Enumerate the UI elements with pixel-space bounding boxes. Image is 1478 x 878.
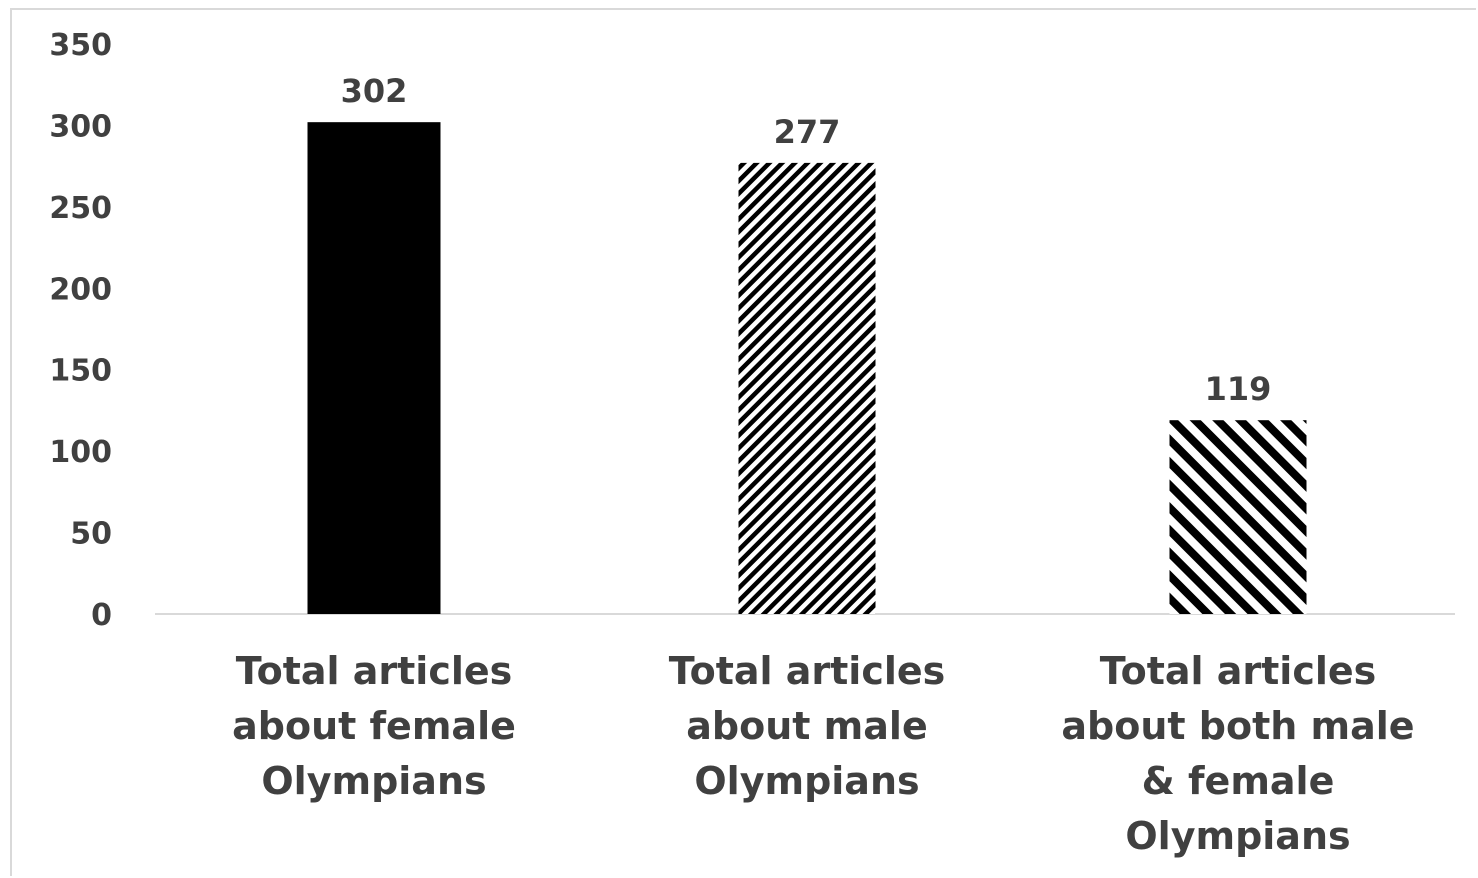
y-axis-ticks: 0 50 100 150 200 250 300 350 (49, 28, 112, 633)
bar (1169, 420, 1307, 614)
y-tick-label: 200 (49, 272, 112, 307)
data-label: 277 (774, 113, 841, 151)
y-tick-label: 150 (49, 354, 112, 389)
category-label: Olympians (1125, 814, 1350, 858)
category-label: Total articles (236, 649, 513, 693)
bar (307, 122, 441, 615)
x-axis-categories: Total articles about female Olympians Total… (232, 649, 1414, 858)
y-tick-label: 0 (91, 598, 112, 633)
y-tick-label: 300 (49, 109, 112, 144)
y-tick-label: 100 (49, 435, 112, 470)
category-label: & female (1142, 759, 1335, 803)
data-labels: 302 277 119 (341, 72, 1272, 408)
data-label: 119 (1205, 370, 1272, 408)
y-tick-label: 50 (70, 517, 112, 552)
category-label: Olympians (694, 759, 919, 803)
category-label: about female (232, 704, 516, 748)
bar (738, 162, 876, 614)
category-label: Total articles (1100, 649, 1377, 693)
category-label: Olympians (261, 759, 486, 803)
y-tick-label: 350 (49, 28, 112, 63)
category-label: about both male (1061, 704, 1414, 748)
bars (307, 122, 1307, 615)
category-label: about male (686, 704, 927, 748)
y-tick-label: 250 (49, 191, 112, 226)
category-label: Total articles (669, 649, 946, 693)
data-label: 302 (341, 72, 408, 110)
